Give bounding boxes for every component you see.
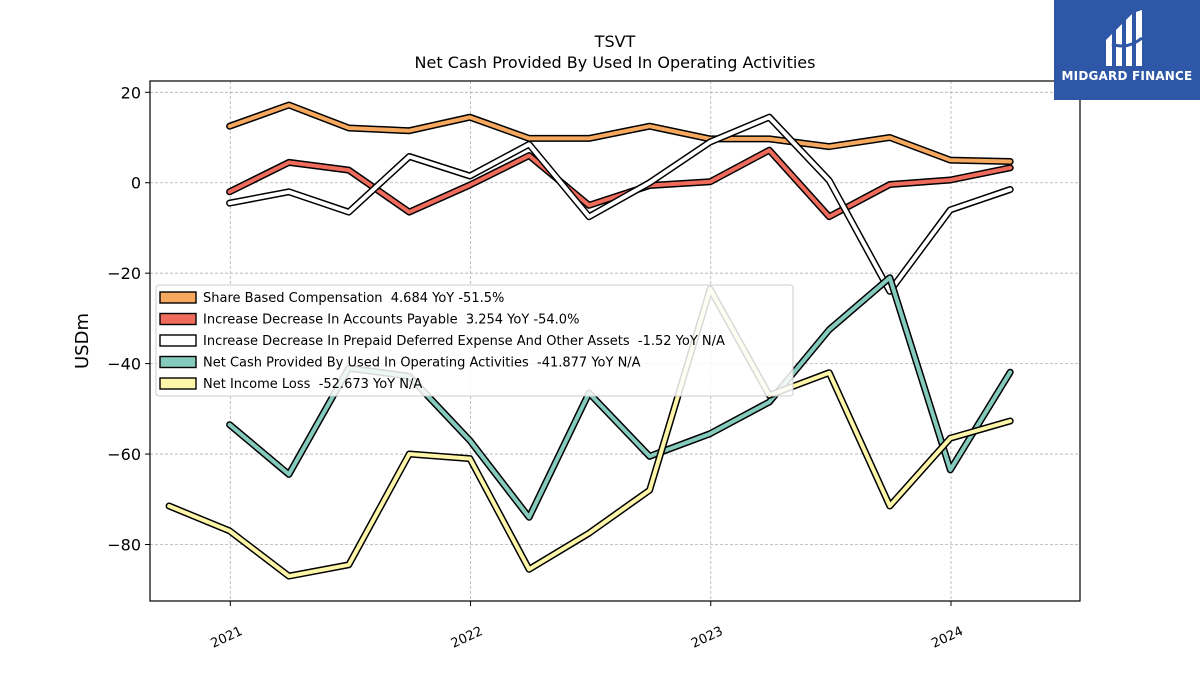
series-line-0 [227, 103, 1013, 164]
legend-label: Net Income Loss -52.673 YoY N/A [203, 377, 422, 392]
series-line-2 [227, 115, 1013, 294]
series-line-1 [227, 148, 1013, 219]
y-tick-label: 20 [121, 83, 141, 102]
x-tick-label: 2024 [929, 624, 965, 652]
legend-label: Net Cash Provided By Used In Operating A… [203, 356, 641, 371]
legend-label: Increase Decrease In Accounts Payable 3.… [203, 313, 579, 328]
chart-subtitle: Net Cash Provided By Used In Operating A… [415, 53, 816, 72]
y-tick-label: −20 [107, 264, 141, 283]
x-tick-label: 2021 [209, 624, 245, 652]
series-layer [165, 101, 1014, 580]
y-tick-label: −80 [107, 535, 141, 554]
y-tick-label: 0 [131, 174, 141, 193]
logo-text: MIDGARD FINANCE [1061, 69, 1193, 83]
plot-frame [149, 80, 1081, 602]
y-tick-label: −40 [107, 355, 141, 374]
legend: Share Based Compensation 4.684 YoY -51.5… [155, 284, 794, 397]
legend-swatch [159, 291, 197, 304]
series-line-4 [167, 287, 1013, 579]
legend-box [155, 284, 794, 397]
series-outline-2 [226, 113, 1014, 295]
legend-label: Increase Decrease In Prepaid Deferred Ex… [203, 334, 725, 349]
legend-swatch [159, 312, 197, 326]
x-tick-label: 2022 [449, 624, 485, 652]
legend-swatch [159, 355, 197, 369]
legend-swatch [159, 377, 197, 390]
midgard-logo-icon [1106, 10, 1143, 66]
y-axis-label: USDm [72, 313, 93, 369]
midgard-logo: MIDGARD FINANCE [1054, 0, 1200, 100]
legend-label: Share Based Compensation 4.684 YoY -51.5… [203, 291, 504, 306]
x-tick-label: 2023 [689, 624, 725, 652]
chart-title: TSVT [594, 32, 636, 51]
y-tick-label: −60 [107, 445, 141, 464]
legend-swatch [159, 334, 197, 347]
